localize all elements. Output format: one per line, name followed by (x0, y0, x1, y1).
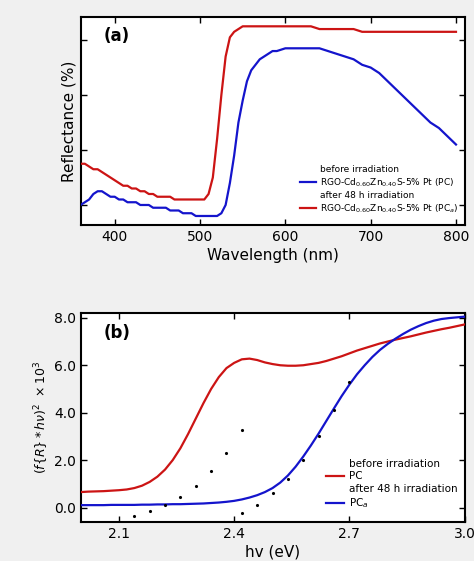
Legend: before irradiation, RGO-Cd$_{0.60}$Zn$_{0.40}$S-5% Pt (PC), after 48 h irradiati: before irradiation, RGO-Cd$_{0.60}$Zn$_{… (298, 163, 460, 217)
Text: (b): (b) (104, 324, 130, 342)
X-axis label: hv (eV): hv (eV) (245, 545, 300, 560)
Y-axis label: $(f\{R\}*h\nu)^2\ \times10^3$: $(f\{R\}*h\nu)^2\ \times10^3$ (32, 361, 51, 474)
Y-axis label: Reflectance (%): Reflectance (%) (62, 61, 76, 182)
Legend: before irradiation, PC, after 48 h irradiation, PC$_a$: before irradiation, PC, after 48 h irrad… (324, 457, 459, 512)
X-axis label: Wavelength (nm): Wavelength (nm) (207, 249, 338, 264)
Text: (a): (a) (104, 27, 130, 45)
